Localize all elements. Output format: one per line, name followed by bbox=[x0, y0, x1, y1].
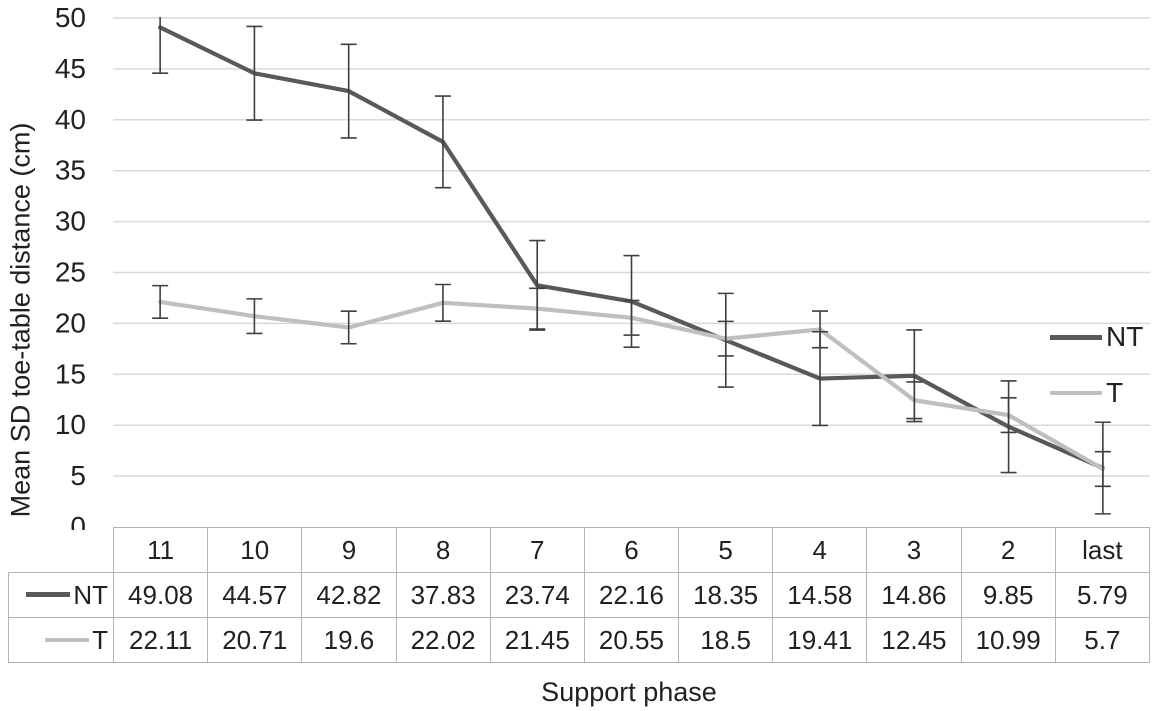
series-lines bbox=[158, 25, 1105, 472]
error-bar-NT bbox=[246, 25, 263, 121]
table-row-T: T 22.11 20.71 19.6 22.02 21.45 20.55 18.5 19.41 1… bbox=[8, 617, 1151, 663]
table-corner-blank bbox=[9, 528, 114, 573]
table-value-cell: 22.02 bbox=[395, 617, 491, 663]
y-tick-label: 30 bbox=[55, 206, 86, 237]
plot-area: 0 5 10 15 20 25 30 35 40 45 50 bbox=[55, 2, 1150, 530]
error-bar-T bbox=[623, 299, 640, 336]
legend-item-nt: NT bbox=[1050, 321, 1143, 353]
table-value-cell: 49.08 bbox=[112, 572, 209, 618]
y-tick-label: 20 bbox=[55, 307, 86, 338]
table-header-cell: 6 bbox=[583, 527, 680, 573]
y-tick-label: 40 bbox=[55, 104, 86, 135]
table-value-cell: 18.35 bbox=[678, 572, 774, 618]
table-header-cell: 11 bbox=[112, 527, 209, 573]
y-tick-label: 35 bbox=[55, 155, 86, 186]
table-header-cell: 8 bbox=[395, 527, 491, 573]
table-value-cell: 5.79 bbox=[1054, 572, 1151, 618]
error-bar-NT bbox=[340, 43, 357, 139]
table-row-NT: NT 49.08 44.57 42.82 37.83 23.74 22.16 18.35 14.… bbox=[8, 572, 1151, 618]
legend-label-t: T bbox=[1106, 377, 1124, 408]
y-tick-label: 10 bbox=[55, 409, 86, 440]
table-header-cell: 2 bbox=[960, 527, 1056, 573]
table-value-cell: 44.57 bbox=[207, 572, 303, 618]
table-value-cell: 9.85 bbox=[960, 572, 1056, 618]
y-axis-title: Mean SD toe-table distance (cm) bbox=[5, 122, 36, 518]
error-bar-T bbox=[812, 310, 829, 349]
table-value-cell: 20.55 bbox=[583, 617, 680, 663]
table-value-cell: 5.7 bbox=[1054, 617, 1151, 663]
table-value-cell: 42.82 bbox=[301, 572, 397, 618]
error-bar-T bbox=[152, 284, 169, 320]
error-bar-NT bbox=[434, 95, 451, 189]
error-bar-T bbox=[434, 283, 451, 322]
table-row-header-NT: NT bbox=[8, 572, 114, 618]
error-bar-T bbox=[1094, 450, 1111, 488]
table-value-cell: 21.45 bbox=[489, 617, 585, 663]
legend-item-t: T bbox=[1050, 377, 1123, 409]
table-value-cell: 10.99 bbox=[960, 617, 1056, 663]
table-header-cell: 9 bbox=[301, 527, 397, 573]
y-tick-label: 25 bbox=[55, 257, 86, 288]
table-value-cell: 14.58 bbox=[772, 572, 868, 618]
data-table-container: 11 10 9 8 7 6 5 4 3 2 last NT 49.08 44.57 42.82 37.83 23… bbox=[8, 527, 1151, 663]
table-row-header-T: T bbox=[8, 617, 114, 663]
error-bar-T bbox=[246, 298, 263, 335]
table-value-cell: 14.86 bbox=[866, 572, 962, 618]
table-header-cell: last bbox=[1054, 527, 1151, 573]
table-value-cell: 19.41 bbox=[772, 617, 868, 663]
table-value-cell: 22.11 bbox=[112, 617, 209, 663]
y-tick-label: 5 bbox=[70, 460, 86, 491]
table-value-cell: 23.74 bbox=[489, 572, 585, 618]
error-bar-T bbox=[906, 381, 923, 420]
table-value-cell: 37.83 bbox=[395, 572, 491, 618]
table-row-label: T bbox=[92, 624, 108, 655]
series-line-NT bbox=[158, 25, 1105, 471]
error-bar-T bbox=[1000, 397, 1017, 434]
gridlines bbox=[113, 17, 1150, 477]
table-value-cell: 22.16 bbox=[583, 572, 680, 618]
y-tick-label: 15 bbox=[55, 358, 86, 389]
table-header-cell: 7 bbox=[489, 527, 585, 573]
nt-line-swatch-icon bbox=[26, 592, 71, 598]
table-header-cell: 3 bbox=[866, 527, 962, 573]
error-bar-T bbox=[340, 310, 357, 345]
table-value-cell: 19.6 bbox=[301, 617, 397, 663]
table-header-cell: 5 bbox=[678, 527, 774, 573]
table-header-cell: 10 bbox=[207, 527, 303, 573]
y-tick-label: 0 bbox=[70, 511, 86, 530]
table-row-label: NT bbox=[73, 579, 108, 610]
error-bar-NT bbox=[152, 17, 169, 74]
t-line-swatch-icon bbox=[45, 637, 90, 642]
x-axis-title: Support phase bbox=[541, 677, 717, 707]
nt-line-swatch-icon bbox=[1050, 334, 1102, 340]
y-axis-tick-labels: 0 5 10 15 20 25 30 35 40 45 50 bbox=[55, 2, 86, 530]
error-bar-T bbox=[529, 287, 546, 330]
y-tick-label: 45 bbox=[55, 53, 86, 84]
table-value-cell: 12.45 bbox=[866, 617, 962, 663]
y-tick-label: 50 bbox=[55, 2, 86, 33]
table-header-row: 11 10 9 8 7 6 5 4 3 2 last bbox=[9, 527, 1151, 573]
error-bar-T bbox=[717, 320, 734, 357]
table-header-cell: 4 bbox=[772, 527, 868, 573]
legend-label-nt: NT bbox=[1106, 321, 1144, 352]
error-bars bbox=[152, 17, 1111, 515]
table-value-cell: 20.71 bbox=[207, 617, 303, 663]
data-table: 11 10 9 8 7 6 5 4 3 2 last NT 49.08 44.57 42.82 37.83 23… bbox=[8, 527, 1151, 663]
t-line-swatch-icon bbox=[1050, 391, 1102, 395]
table-value-cell: 18.5 bbox=[678, 617, 774, 663]
